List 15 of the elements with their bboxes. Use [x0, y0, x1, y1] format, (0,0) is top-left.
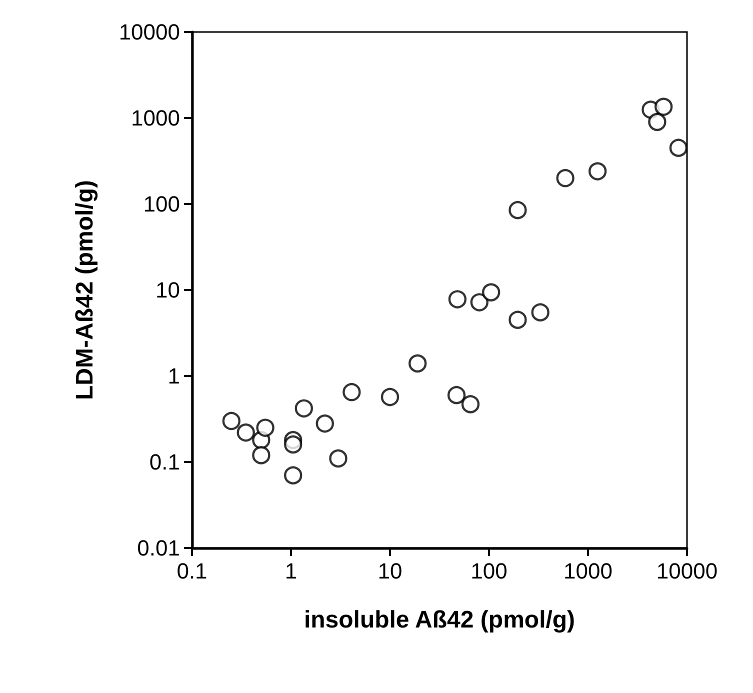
y-axis-title: LDM-Aß42 (pmol/g) — [72, 180, 98, 400]
x-tick-label: 0.1 — [176, 558, 208, 584]
x-tick-label: 1000 — [564, 558, 612, 584]
y-tick-label: 1 — [168, 364, 180, 388]
y-tick-label: 1000 — [131, 106, 180, 130]
x-tick-label: 10 — [378, 558, 402, 584]
y-tick-label: 10 — [156, 278, 180, 302]
x-tick-label: 1 — [284, 558, 298, 584]
y-tick-label: 10000 — [118, 20, 180, 44]
y-tick-label: 0.1 — [149, 450, 180, 474]
x-tick-label: 100 — [470, 558, 508, 584]
y-tick-label: 0.01 — [137, 536, 180, 560]
x-axis-title: insoluble Aß42 (pmol/g) — [304, 606, 576, 634]
y-tick-label: 100 — [143, 192, 180, 216]
x-tick-label: 10000 — [656, 558, 718, 584]
